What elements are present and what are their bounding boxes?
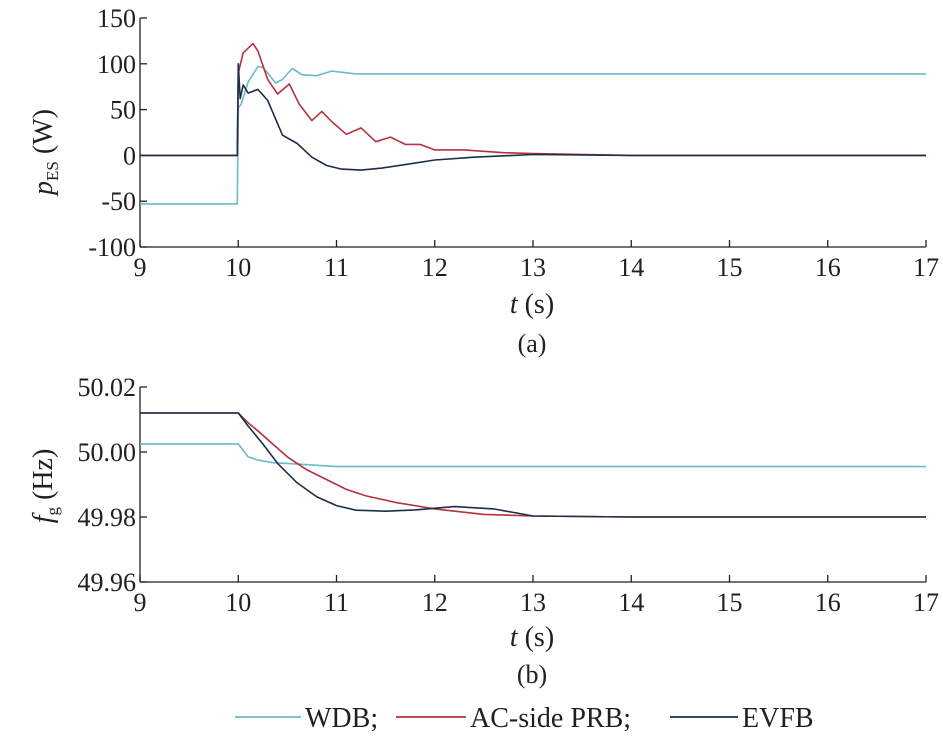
panel-a: 9 10 11 12 13 14 15 16 17 -100 -50 0 50 100 150 pES (W… [28, 4, 939, 358]
panel-a-x-tick-label: 16 [815, 253, 841, 282]
panel-a-series-ac-side-prb [140, 42, 926, 157]
panel-b-ylabel: fg (Hz) [28, 449, 62, 524]
panel-a-x-tick-label: 11 [324, 253, 349, 282]
panel-a-y-tick-label: 0 [123, 141, 136, 170]
panel-b-axes [139, 387, 926, 583]
legend: WDB; AC-side PRB; EVFB [235, 703, 814, 734]
panel-a-y-tick-label: -100 [88, 233, 136, 262]
panel-b-series-evfb [140, 412, 926, 518]
panel-b: 9 10 11 12 13 14 15 16 17 49.96 49.98 50.00 50.02 fg… [28, 373, 939, 689]
panel-a-x-tick-label: 12 [422, 253, 448, 282]
panel-a-ylabel: pES (W) [28, 109, 62, 197]
panel-b-x-tick-label: 12 [422, 588, 448, 617]
panel-a-y-tick-label: -50 [101, 187, 136, 216]
panel-a-y-tick-label: 100 [97, 50, 136, 79]
panel-a-y-tick-label: 50 [110, 96, 136, 125]
panel-a-x-tick-label: 15 [717, 253, 743, 282]
legend-label-wdb: WDB; [305, 703, 378, 734]
panel-b-y-tick-label: 50.02 [78, 373, 137, 402]
panel-b-ticks: 9 10 11 12 13 14 15 16 17 49.96 49.98 50.00 50.02 [78, 373, 940, 617]
panel-b-x-tick-label: 10 [225, 588, 251, 617]
panel-a-xlabel: t (s) [510, 289, 554, 320]
panel-a-series-wdb [140, 65, 926, 205]
panel-b-y-tick-label: 49.98 [78, 503, 137, 532]
panel-b-series-ac-side-prb [140, 412, 926, 518]
panel-a-x-tick-label: 14 [618, 253, 644, 282]
panel-b-x-tick-label: 17 [913, 588, 939, 617]
panel-a-x-tick-label: 17 [913, 253, 939, 282]
panel-a-x-tick-label: 9 [134, 253, 147, 282]
panel-b-y-tick-label: 50.00 [78, 438, 137, 467]
panel-b-xlabel: t (s) [510, 622, 554, 653]
panel-b-x-tick-label: 9 [134, 588, 147, 617]
panel-a-series-evfb [140, 62, 926, 171]
panel-b-series [140, 412, 926, 518]
panel-b-x-tick-label: 15 [717, 588, 743, 617]
panel-b-caption: (b) [517, 660, 547, 689]
panel-b-x-tick-label: 14 [618, 588, 644, 617]
panel-a-caption: (a) [518, 329, 547, 358]
panel-a-series [140, 42, 926, 205]
legend-label-ac-side-prb: AC-side PRB; [470, 703, 631, 734]
panel-b-x-tick-label: 13 [520, 588, 546, 617]
panel-a-y-tick-label: 150 [97, 4, 136, 33]
panel-b-x-tick-label: 11 [324, 588, 349, 617]
panel-a-x-tick-label: 13 [520, 253, 546, 282]
panel-a-x-tick-label: 10 [225, 253, 251, 282]
panel-b-y-tick-label: 49.96 [78, 568, 137, 597]
panel-b-series-wdb [140, 443, 926, 468]
panel-a-ticks: 9 10 11 12 13 14 15 16 17 -100 -50 0 50 100 150 [88, 4, 939, 282]
legend-label-evfb: EVFB [742, 703, 814, 734]
panel-b-x-tick-label: 16 [815, 588, 841, 617]
